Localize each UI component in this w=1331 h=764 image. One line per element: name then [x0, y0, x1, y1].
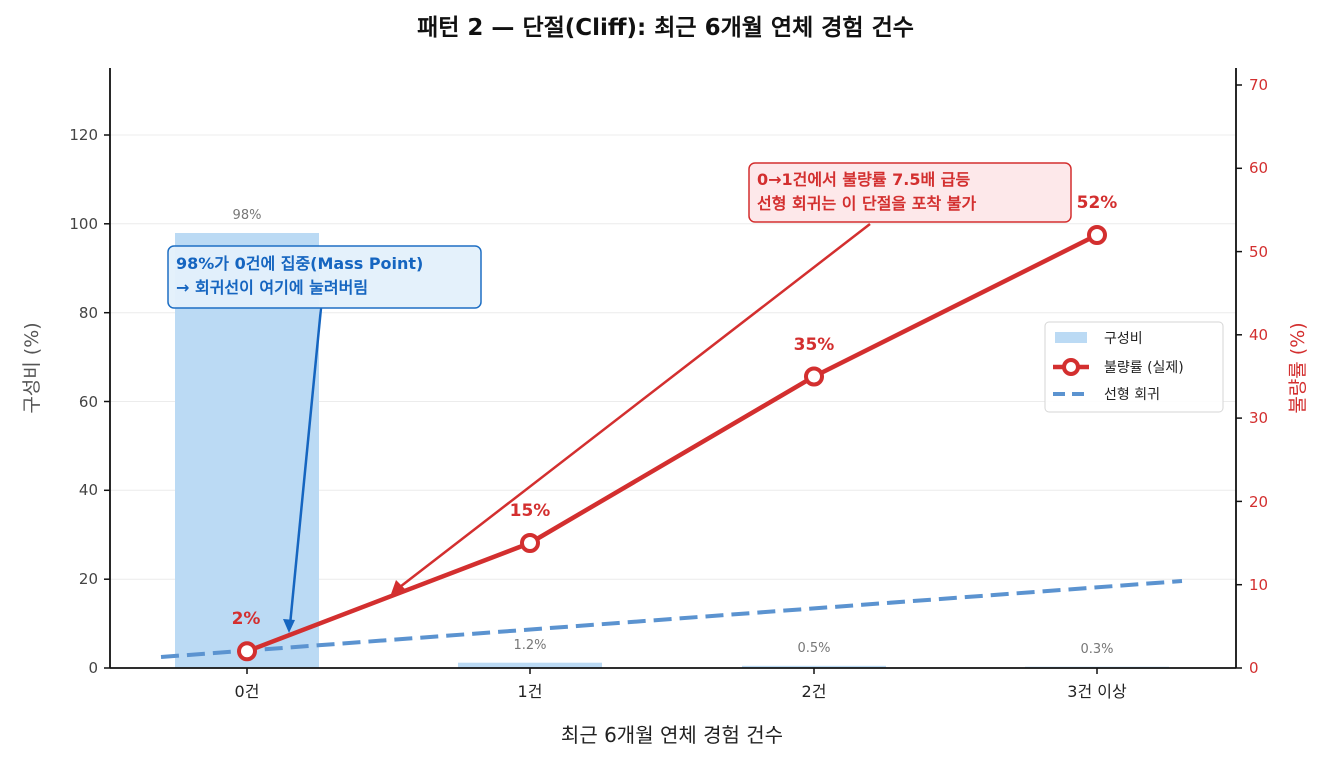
legend-label-regression: 선형 회귀 — [1104, 387, 1160, 403]
legend: 구성비 불량률 (실제) 선형 회귀 — [1044, 321, 1224, 413]
left-tick-80: 80 — [79, 304, 98, 322]
legend-marker — [1062, 358, 1080, 376]
y-axis-label-right: 불량률 (%) — [1287, 322, 1309, 413]
red-annotation-line1: 0→1건에서 불량률 7.5배 급등 — [757, 170, 970, 189]
point-label-2: 35% — [794, 335, 835, 355]
red-annotation-line2: 선형 회귀는 이 단절을 포착 불가 — [757, 194, 976, 213]
chart-title: 패턴 2 — 단절(Cliff): 최근 6개월 연체 경험 건수 — [417, 15, 914, 41]
x-tick-3: 3건 이상 — [1067, 682, 1127, 701]
bar-2 — [742, 665, 886, 668]
right-tick-20: 20 — [1249, 493, 1268, 511]
x-tick-2: 2건 — [802, 682, 827, 701]
legend-item-default-rate: 불량률 (실제) — [1053, 358, 1184, 376]
left-tick-120: 120 — [69, 126, 98, 144]
left-tick-20: 20 — [79, 570, 98, 588]
left-tick-100: 100 — [69, 215, 98, 233]
marker-1 — [520, 533, 540, 553]
left-tick-0: 0 — [88, 659, 98, 677]
marker-3 — [1087, 225, 1107, 245]
bar-label-0: 98% — [233, 208, 262, 223]
legend-item-regression: 선형 회귀 — [1053, 387, 1160, 403]
bar-label-2: 0.5% — [797, 641, 830, 656]
x-tick-0: 0건 — [235, 682, 260, 701]
blue-annotation-line2: → 회귀선이 여기에 눌려버림 — [176, 278, 368, 297]
bar-label-1: 1.2% — [513, 638, 546, 653]
red-annotation: 0→1건에서 불량률 7.5배 급등 선형 회귀는 이 단절을 포착 불가 — [748, 162, 1072, 223]
left-axis-tick-labels: 0 20 40 60 80 100 120 — [69, 126, 98, 677]
y-axis-label-left: 구성비 (%) — [21, 322, 43, 413]
point-label-0: 2% — [232, 609, 261, 629]
x-axis-label: 최근 6개월 연체 경험 건수 — [561, 723, 783, 747]
blue-annotation-line1: 98%가 0건에 집중(Mass Point) — [176, 254, 423, 273]
default-rate-markers — [237, 225, 1107, 662]
point-label-1: 15% — [510, 501, 551, 521]
left-tick-40: 40 — [79, 481, 98, 499]
default-rate-line — [246, 232, 1099, 654]
right-axis-tick-labels: 0 10 20 30 40 50 60 70 — [1249, 76, 1268, 677]
red-annotation-arrow — [391, 223, 871, 594]
right-tick-30: 30 — [1249, 409, 1268, 427]
bar-label-3: 0.3% — [1080, 642, 1113, 657]
right-tick-0: 0 — [1249, 659, 1259, 677]
legend-label-composition: 구성비 — [1104, 331, 1143, 347]
bar-1 — [458, 662, 602, 668]
blue-annotation: 98%가 0건에 집중(Mass Point) → 회귀선이 여기에 눌려버림 — [167, 245, 482, 633]
left-axis-ticks — [104, 134, 110, 669]
right-tick-60: 60 — [1249, 159, 1268, 177]
legend-label-default-rate: 불량률 (실제) — [1104, 360, 1184, 376]
x-axis-ticks — [246, 668, 1098, 674]
right-tick-10: 10 — [1249, 576, 1268, 594]
legend-swatch-bar — [1055, 332, 1087, 343]
left-tick-60: 60 — [79, 393, 98, 411]
right-tick-50: 50 — [1249, 243, 1268, 261]
legend-item-composition: 구성비 — [1055, 331, 1143, 347]
right-tick-70: 70 — [1249, 76, 1268, 94]
marker-0 — [237, 641, 257, 662]
right-tick-40: 40 — [1249, 326, 1268, 344]
x-tick-1: 1건 — [518, 682, 543, 701]
marker-2 — [804, 366, 824, 387]
x-axis-tick-labels: 0건 1건 2건 3건 이상 — [235, 682, 1127, 701]
regression-line — [160, 579, 1183, 659]
bar-labels: 98% 1.2% 0.5% 0.3% — [233, 208, 1114, 657]
point-labels: 2% 15% 35% 52% — [232, 193, 1118, 629]
point-label-3: 52% — [1077, 193, 1118, 213]
right-axis-ticks — [1236, 84, 1242, 669]
